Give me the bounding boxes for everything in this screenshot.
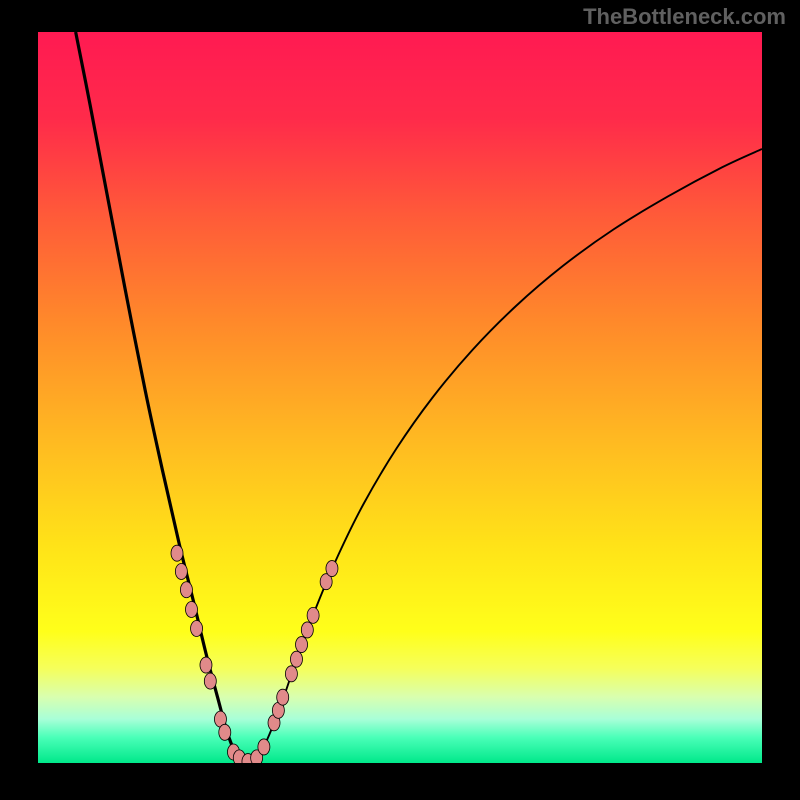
marker-cluster-right xyxy=(251,561,338,763)
data-marker xyxy=(204,673,216,689)
data-marker xyxy=(285,666,297,682)
chart-plot-area xyxy=(38,32,762,763)
data-marker xyxy=(191,620,203,636)
curve-left xyxy=(76,32,248,763)
data-marker xyxy=(301,622,313,638)
data-marker xyxy=(180,582,192,598)
data-marker xyxy=(277,689,289,705)
data-marker xyxy=(175,563,187,579)
data-marker xyxy=(326,561,338,577)
chart-overlay xyxy=(38,32,762,763)
data-marker xyxy=(307,607,319,623)
curve-right xyxy=(248,149,762,763)
data-marker xyxy=(296,637,308,653)
marker-cluster-left xyxy=(171,545,254,763)
watermark: TheBottleneck.com xyxy=(583,4,786,30)
data-marker xyxy=(171,545,183,561)
data-marker xyxy=(258,739,270,755)
data-marker xyxy=(290,651,302,667)
data-marker xyxy=(200,657,212,673)
data-marker xyxy=(219,724,231,740)
data-marker xyxy=(185,601,197,617)
